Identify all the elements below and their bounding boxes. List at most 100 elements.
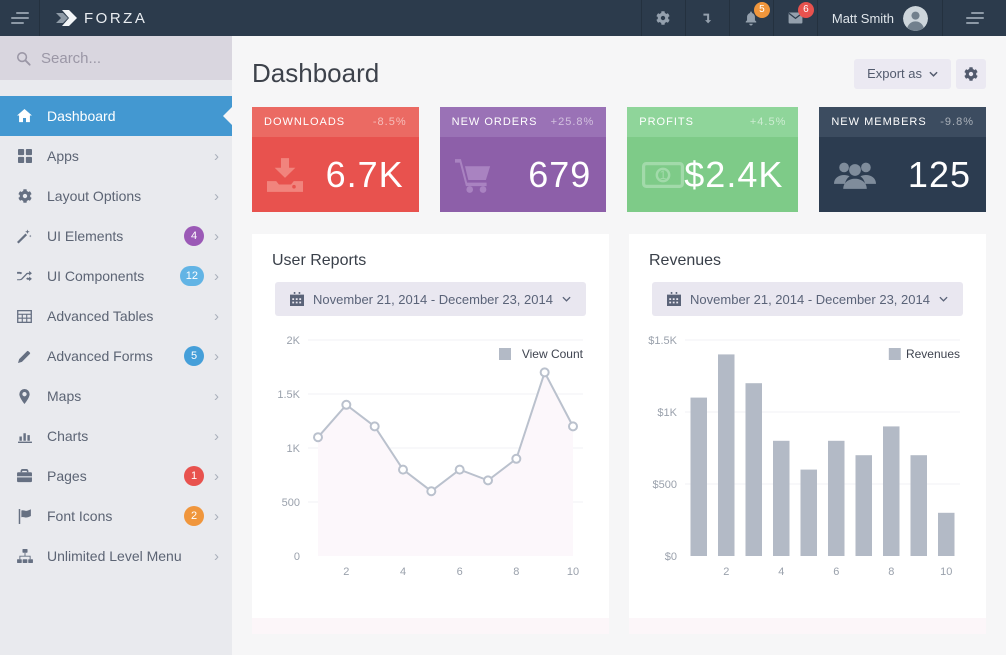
sidebar-item-layout-options[interactable]: Layout Options › (0, 176, 232, 216)
home-icon (16, 109, 33, 123)
stat-value: 125 (907, 153, 971, 195)
messages-button[interactable]: 6 (772, 0, 817, 36)
stat-card-new-orders: NEW ORDERS +25.8% 679 (439, 107, 607, 212)
users-icon (834, 160, 877, 190)
notifications-button[interactable]: 5 (728, 0, 773, 36)
chevron-down-icon (562, 296, 571, 302)
svg-text:10: 10 (940, 566, 952, 578)
sidebar-item-ui-elements[interactable]: UI Elements 4 › (0, 216, 232, 256)
stat-value: 6.7K (325, 153, 404, 195)
svg-text:1K: 1K (287, 443, 301, 455)
sidebar-item-label: Pages (47, 468, 87, 484)
stat-title: DOWNLOADS (264, 116, 346, 128)
calendar-icon (290, 292, 305, 306)
avatar (903, 5, 928, 31)
sidebar-item-label: Charts (47, 428, 89, 444)
sidebar-item-label: Dashboard (47, 108, 116, 124)
search-input[interactable] (41, 49, 240, 67)
user-name: Matt Smith (831, 10, 894, 26)
stat-value: 679 (528, 153, 592, 195)
right-sidebar-toggle-button[interactable] (942, 0, 1006, 36)
stat-cards-row: DOWNLOADS -8.5% 6.7K NEW ORDERS +25.8% (252, 107, 986, 212)
page-settings-button[interactable] (956, 58, 986, 89)
sidebar-item-dashboard[interactable]: Dashboard (0, 96, 232, 136)
table-icon (16, 309, 33, 323)
sidebar-item-font-icons[interactable]: Font Icons 2 › (0, 496, 232, 536)
stat-card-downloads: DOWNLOADS -8.5% 6.7K (252, 107, 419, 212)
gear-icon (964, 66, 978, 81)
sidebar-item-label: UI Elements (47, 228, 124, 244)
sidebar-item-label: Maps (47, 388, 82, 404)
svg-text:$0: $0 (665, 551, 677, 563)
gear-icon (656, 11, 670, 25)
stat-value: $2.4K (684, 153, 784, 195)
sidebar-menu: Dashboard Apps › Layout Options › (0, 80, 232, 576)
briefcase-icon (16, 469, 33, 483)
sidebar-collapse-button[interactable] (0, 0, 40, 36)
svg-text:4: 4 (778, 566, 784, 578)
sidebar-item-label: Advanced Forms (47, 348, 153, 364)
quick-action-button[interactable] (684, 0, 729, 36)
stat-title: PROFITS (639, 116, 694, 128)
sidebar-item-pages[interactable]: Pages 1 › (0, 456, 232, 496)
stat-delta: +25.8% (550, 116, 595, 128)
stat-delta: +4.5% (749, 116, 787, 128)
chevron-right-icon: › (214, 507, 219, 525)
sidebar-item-advanced-tables[interactable]: Advanced Tables › (0, 296, 232, 336)
bell-icon (746, 11, 757, 25)
sidebar-item-label: Layout Options (47, 188, 142, 204)
sidebar-item-advanced-forms[interactable]: Advanced Forms 5 › (0, 336, 232, 376)
svg-text:2: 2 (343, 566, 349, 578)
sidebar-item-charts[interactable]: Charts › (0, 416, 232, 456)
shuffle-icon (16, 270, 33, 283)
brand-logo[interactable]: FORZA (40, 0, 231, 36)
svg-text:2K: 2K (287, 335, 301, 347)
export-as-button[interactable]: Export as (854, 58, 951, 89)
svg-text:8: 8 (888, 566, 894, 578)
count-badge: 5 (184, 346, 204, 366)
date-range-picker[interactable]: November 21, 2014 - December 23, 2014 (275, 282, 586, 316)
stat-card-new-members: NEW MEMBERS -9.8% 125 (819, 107, 986, 212)
stat-title: NEW ORDERS (451, 116, 538, 128)
svg-text:View Count: View Count (522, 347, 584, 361)
brand-name: FORZA (84, 9, 148, 27)
sidebar-item-unlimited-level-menu[interactable]: Unlimited Level Menu › (0, 536, 232, 576)
user-reports-panel: User Reports November 21, 2014 - Decembe… (252, 234, 609, 634)
chevron-right-icon: › (214, 427, 219, 445)
forza-logo-icon (56, 10, 77, 26)
banknote-icon: 1 (642, 161, 685, 188)
sidebar-toggle-icon (965, 9, 984, 27)
svg-text:$1K: $1K (657, 407, 677, 419)
chevron-right-icon: › (214, 347, 219, 365)
stat-title: NEW MEMBERS (831, 116, 927, 128)
notification-count-badge: 5 (753, 2, 770, 18)
sidebar-item-maps[interactable]: Maps › (0, 376, 232, 416)
chevron-right-icon: › (214, 187, 219, 205)
user-menu[interactable]: Matt Smith (816, 0, 942, 36)
search-icon (16, 51, 31, 66)
sidebar-item-label: Unlimited Level Menu (47, 548, 182, 564)
sidebar-item-ui-components[interactable]: UI Components 12 › (0, 256, 232, 296)
calendar-icon (667, 292, 682, 306)
sidebar-search (0, 36, 240, 80)
svg-text:1: 1 (660, 168, 667, 182)
svg-text:6: 6 (833, 566, 839, 578)
chevron-right-icon: › (214, 547, 219, 565)
settings-nav-button[interactable] (640, 0, 685, 36)
pencil-icon (16, 349, 33, 363)
date-range-picker[interactable]: November 21, 2014 - December 23, 2014 (652, 282, 963, 316)
sidebar-item-apps[interactable]: Apps › (0, 136, 232, 176)
grid-icon (16, 149, 33, 163)
revenues-chart: $0 $500 $1K $1.5K 2 4 6 8 10 Revenues (648, 335, 960, 578)
svg-text:8: 8 (513, 566, 519, 578)
svg-text:Revenues: Revenues (906, 347, 960, 361)
download-icon (267, 157, 303, 192)
date-range-label: November 21, 2014 - December 23, 2014 (690, 291, 930, 307)
chevron-right-icon: › (214, 147, 219, 165)
panel-footer-strip (629, 618, 986, 634)
count-badge: 1 (184, 466, 204, 486)
svg-text:500: 500 (282, 497, 300, 509)
stat-delta: -8.5% (372, 116, 407, 128)
revenues-panel: Revenues November 21, 2014 - December 23… (629, 234, 986, 634)
